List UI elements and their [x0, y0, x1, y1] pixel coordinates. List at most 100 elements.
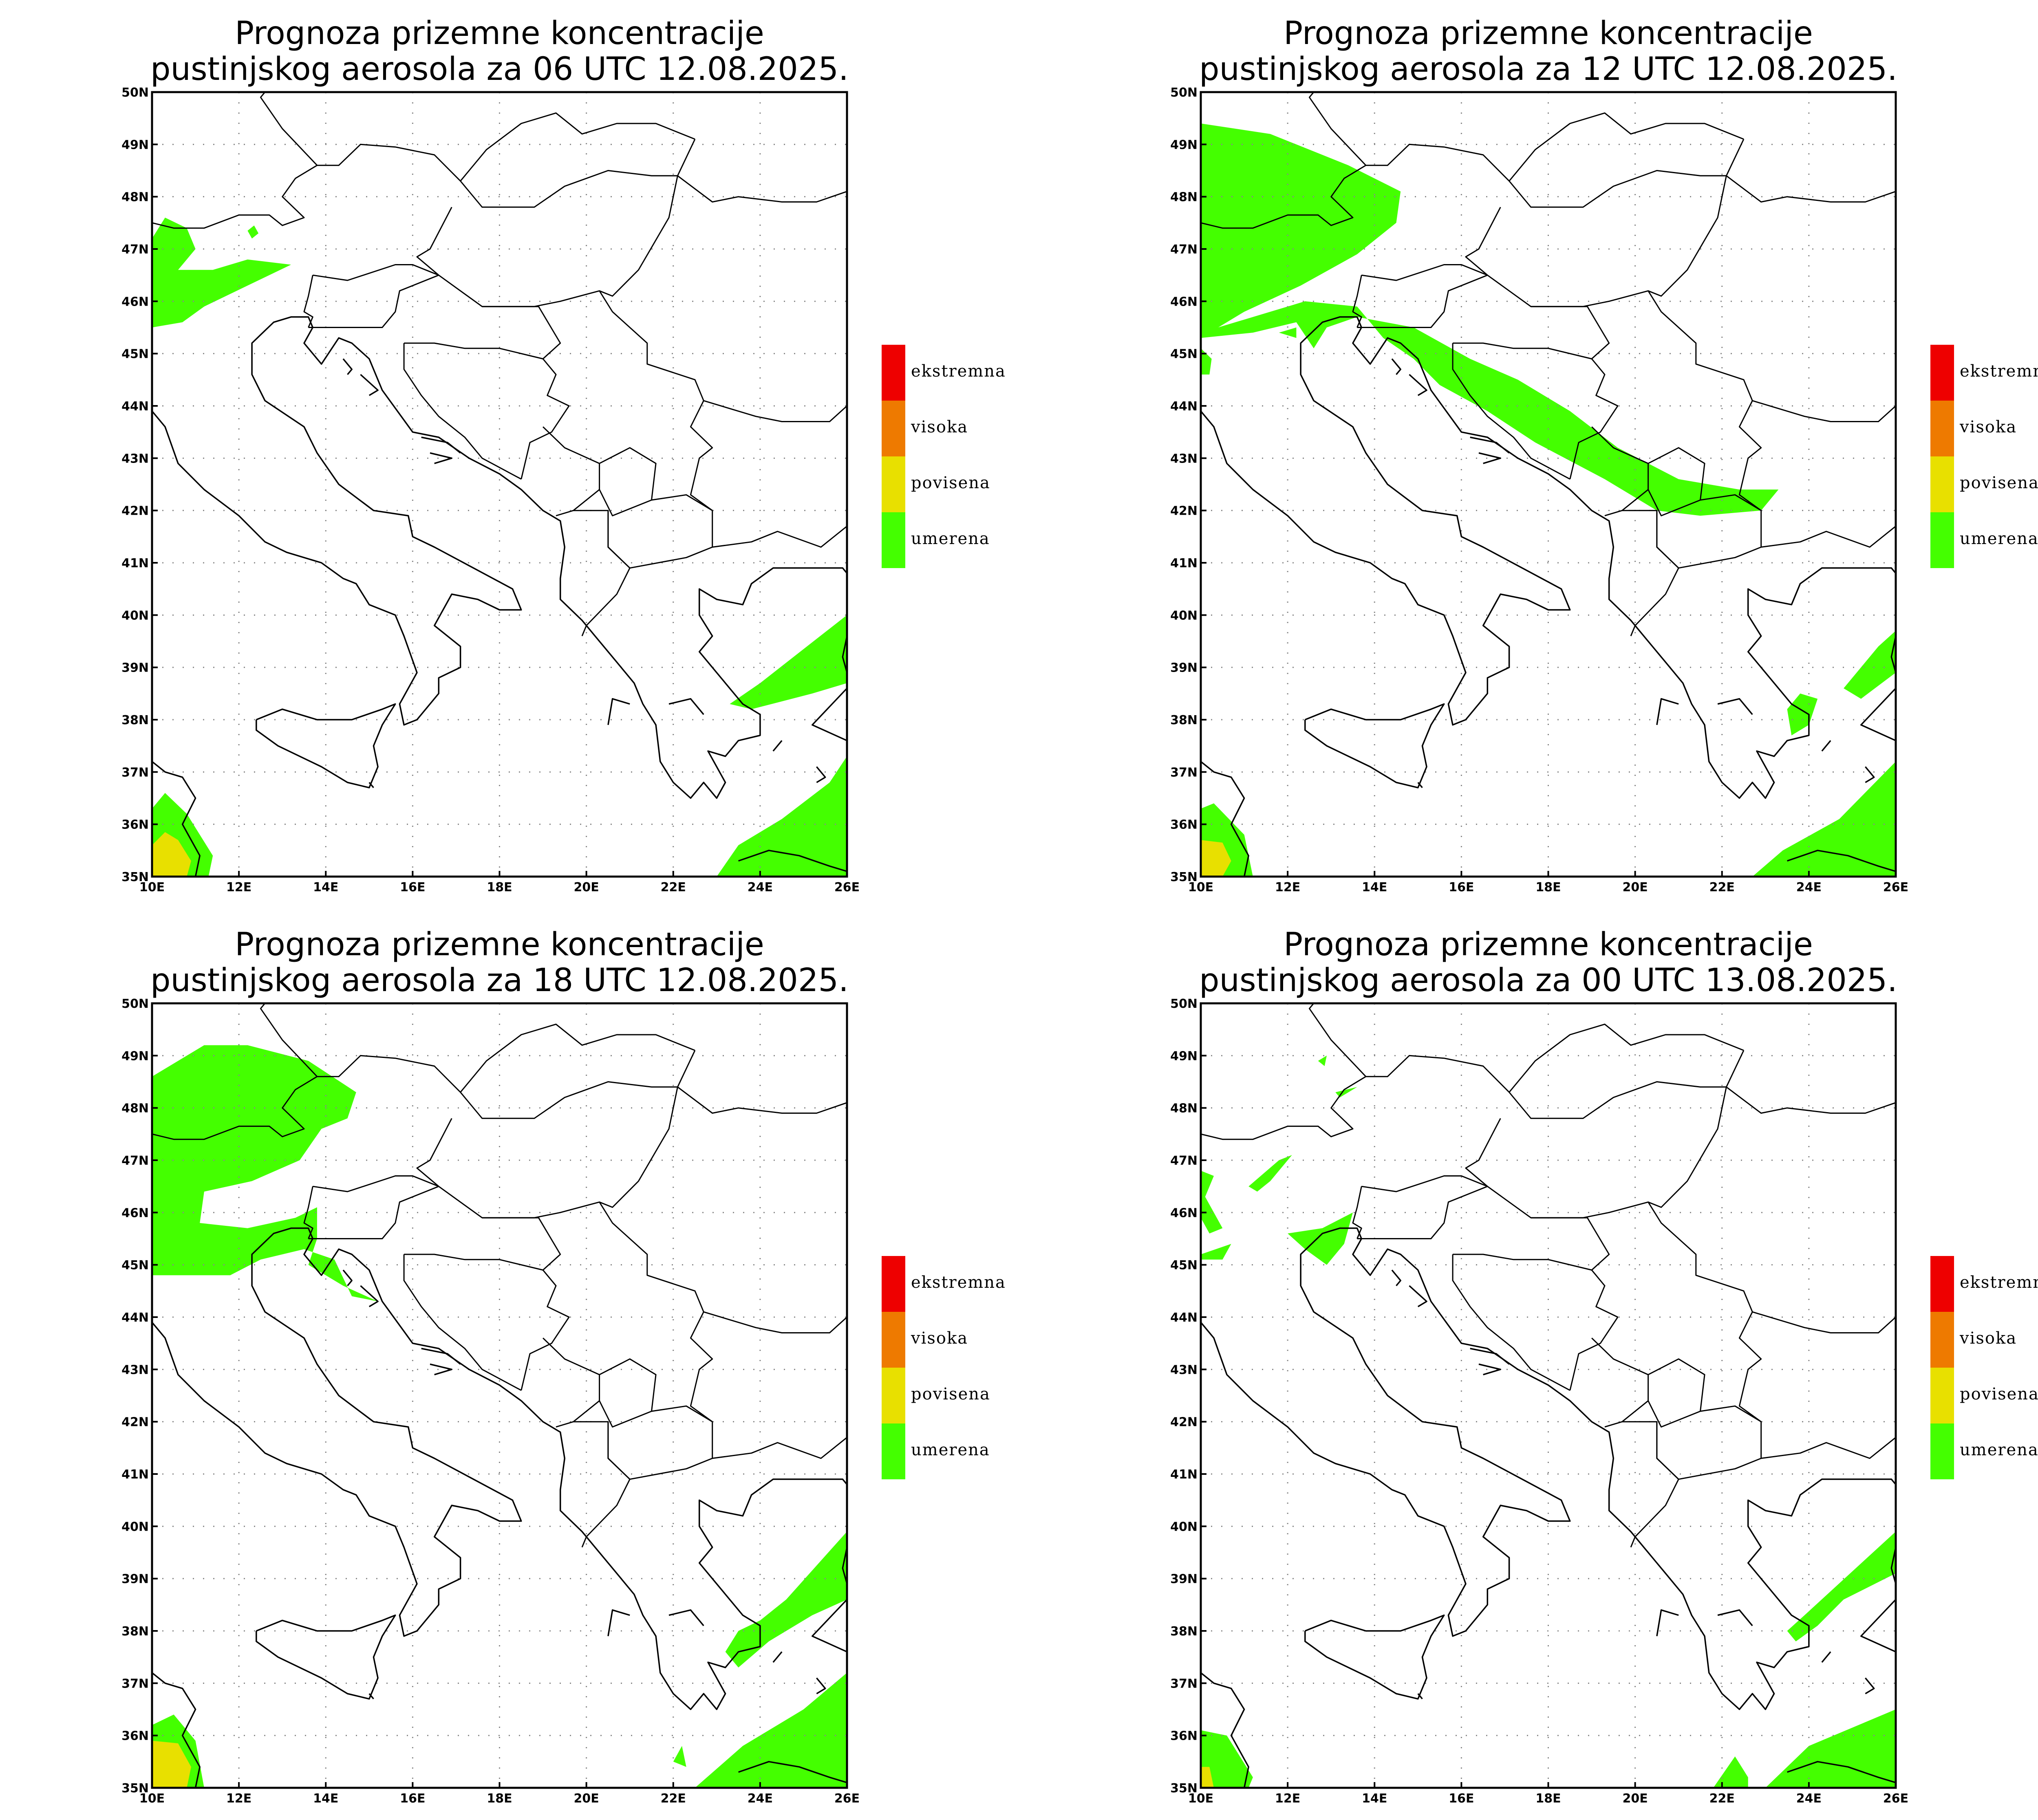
panel-map-area: [152, 1003, 847, 1788]
lat-tick-label: 46N: [1170, 295, 1198, 309]
coastline: [1890, 636, 1896, 673]
lat-tick-label: 39N: [1170, 1572, 1198, 1586]
coastline: [1391, 358, 1401, 375]
coastline: [1409, 374, 1427, 396]
country-border: [313, 264, 439, 281]
lon-tick-label: 18E: [487, 1791, 512, 1806]
coastline: [256, 703, 396, 789]
lon-tick-label: 18E: [1535, 1791, 1561, 1806]
country-border: [1531, 1217, 1619, 1391]
country-border: [1509, 170, 1727, 208]
legend-swatch-ekstremna: [882, 1256, 905, 1312]
lon-tick-label: 16E: [1449, 880, 1474, 895]
legend-label-povisena: povisena: [1960, 1385, 2038, 1404]
panel-map-area: [1201, 92, 1896, 877]
lat-tick-label: 49N: [121, 1049, 149, 1063]
country-border: [416, 207, 452, 276]
country-border: [313, 1175, 439, 1192]
country-border: [599, 290, 713, 511]
region-umerena: [1713, 1756, 1748, 1788]
lon-tick-label: 14E: [1362, 1791, 1387, 1806]
country-border: [308, 274, 439, 328]
panel-title-line2: pustinjskog aerosola za 06 UTC 12.08.202…: [150, 51, 849, 88]
lat-tick-label: 45N: [121, 347, 149, 361]
lon-tick-label: 10E: [1188, 880, 1213, 895]
coastline: [1409, 1285, 1427, 1307]
country-border: [1622, 510, 1679, 637]
coastline: [738, 850, 847, 872]
country-border: [1357, 1185, 1488, 1239]
legend-swatch-visoka: [1930, 401, 1954, 456]
map-frame: [151, 91, 848, 878]
coastline: [1201, 316, 1896, 799]
lat-tick-label: 45N: [121, 1258, 149, 1273]
coastline: [1865, 766, 1875, 783]
country-border: [152, 143, 461, 229]
coastline: [842, 636, 847, 673]
legend-swatch-ekstremna: [1930, 345, 1954, 401]
country-border: [482, 306, 570, 480]
lat-tick-label: 50N: [1170, 997, 1198, 1011]
country-border: [703, 400, 847, 422]
lon-tick-label: 26E: [834, 880, 860, 895]
coastline: [421, 436, 461, 454]
lat-tick-label: 36N: [121, 1729, 149, 1743]
country-border: [1648, 1358, 1705, 1428]
coastline: [430, 452, 453, 464]
country-border: [1453, 1254, 1592, 1271]
country-border: [260, 1003, 318, 1077]
country-border: [308, 1185, 439, 1239]
coastline: [1860, 687, 1896, 741]
country-border: [1591, 426, 1649, 516]
country-border: [1357, 274, 1488, 328]
legend-swatch-visoka: [882, 1312, 905, 1368]
lon-tick-label: 24E: [748, 880, 773, 895]
legend-label-visoka: visoka: [911, 418, 968, 436]
coastline: [1470, 1348, 1510, 1365]
legend-swatch-umerena: [882, 1423, 905, 1479]
lon-tick-label: 10E: [139, 1791, 165, 1806]
country-border: [1752, 400, 1896, 422]
legend-label-umerena: umerena: [1960, 1441, 2038, 1459]
coastline: [152, 316, 847, 799]
region-umerena: [717, 756, 847, 877]
lon-tick-label: 26E: [1883, 1791, 1908, 1806]
country-border: [543, 1337, 600, 1428]
region-umerena: [1844, 630, 1896, 699]
lat-tick-label: 40N: [121, 608, 149, 623]
legend-swatch-povisena: [882, 456, 905, 512]
lat-tick-label: 38N: [1170, 1624, 1198, 1639]
lon-tick-label: 24E: [1796, 1791, 1822, 1806]
country-border: [1648, 1201, 1762, 1422]
coastline: [368, 782, 374, 788]
coastline: [816, 1677, 826, 1694]
coastline: [607, 1609, 630, 1637]
lat-tick-label: 46N: [1170, 1206, 1198, 1220]
country-border: [1509, 1081, 1727, 1119]
lat-tick-label: 41N: [121, 556, 149, 571]
lat-tick-label: 38N: [121, 1624, 149, 1639]
lat-tick-label: 37N: [121, 765, 149, 780]
lon-tick-label: 10E: [1188, 1791, 1213, 1806]
legend-label-visoka: visoka: [911, 1329, 968, 1348]
legend-label-umerena: umerena: [911, 529, 990, 548]
lat-tick-label: 50N: [1170, 86, 1198, 100]
region-povisena: [152, 832, 191, 877]
coastline: [816, 766, 826, 783]
lat-tick-label: 39N: [121, 1572, 149, 1586]
lat-tick-label: 37N: [1170, 765, 1198, 780]
coastline: [1717, 698, 1753, 715]
coastline: [842, 1547, 847, 1584]
coastline: [1717, 1609, 1753, 1626]
region-umerena: [1288, 1212, 1353, 1265]
country-border: [152, 1055, 461, 1140]
lat-tick-label: 43N: [1170, 1363, 1198, 1377]
lat-tick-label: 35N: [121, 1781, 149, 1796]
panel-title-line1: Prognoza prizemne koncentracije: [1284, 926, 1813, 963]
lat-tick-label: 41N: [121, 1467, 149, 1482]
lon-tick-label: 22E: [661, 1791, 686, 1806]
country-border: [1656, 1405, 1762, 1480]
legend-swatch-povisena: [1930, 1368, 1954, 1423]
country-border: [460, 1023, 695, 1093]
country-border: [1509, 1023, 1744, 1093]
